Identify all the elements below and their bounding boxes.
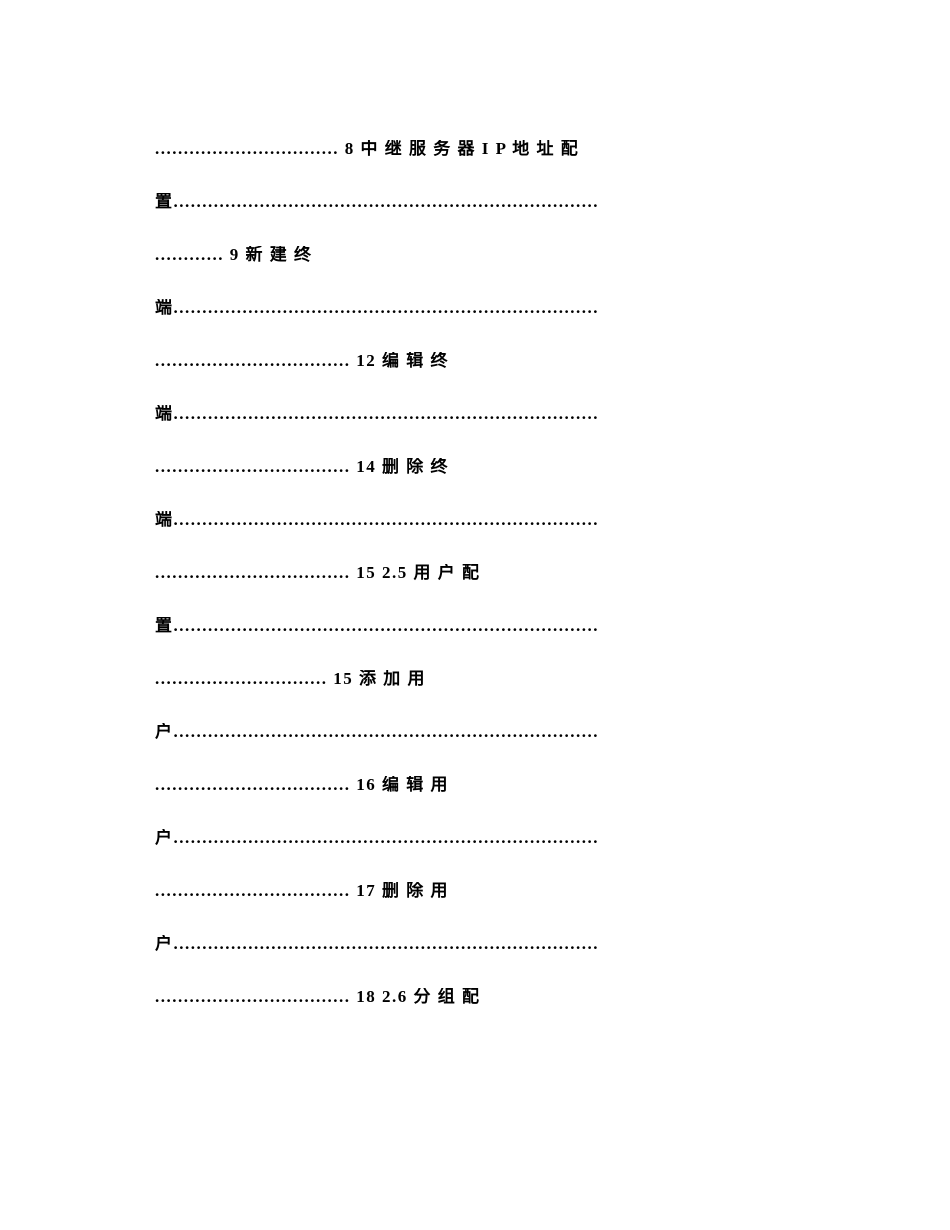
toc-line: 端.......................................… xyxy=(155,511,820,528)
toc-line: .................................. 16 编 … xyxy=(155,776,820,793)
toc-line: .................................. 14 删 … xyxy=(155,458,820,475)
toc-line: .............................. 15 添 加 用 xyxy=(155,670,820,687)
toc-line: .................................. 12 编 … xyxy=(155,352,820,369)
toc-line: .................................. 15 2.… xyxy=(155,564,820,581)
toc-line: 户.......................................… xyxy=(155,829,820,846)
toc-line: ................................ 8 中 继 服… xyxy=(155,140,820,157)
toc-line: 端.......................................… xyxy=(155,299,820,316)
toc-line: 置.......................................… xyxy=(155,193,820,210)
toc-line: 端.......................................… xyxy=(155,405,820,422)
table-of-contents: ................................ 8 中 继 服… xyxy=(155,140,820,1005)
toc-line: ............ 9 新 建 终 xyxy=(155,246,820,263)
toc-line: 户.......................................… xyxy=(155,935,820,952)
toc-line: .................................. 18 2.… xyxy=(155,988,820,1005)
toc-line: .................................. 17 删 … xyxy=(155,882,820,899)
toc-line: 户.......................................… xyxy=(155,723,820,740)
toc-line: 置.......................................… xyxy=(155,617,820,634)
